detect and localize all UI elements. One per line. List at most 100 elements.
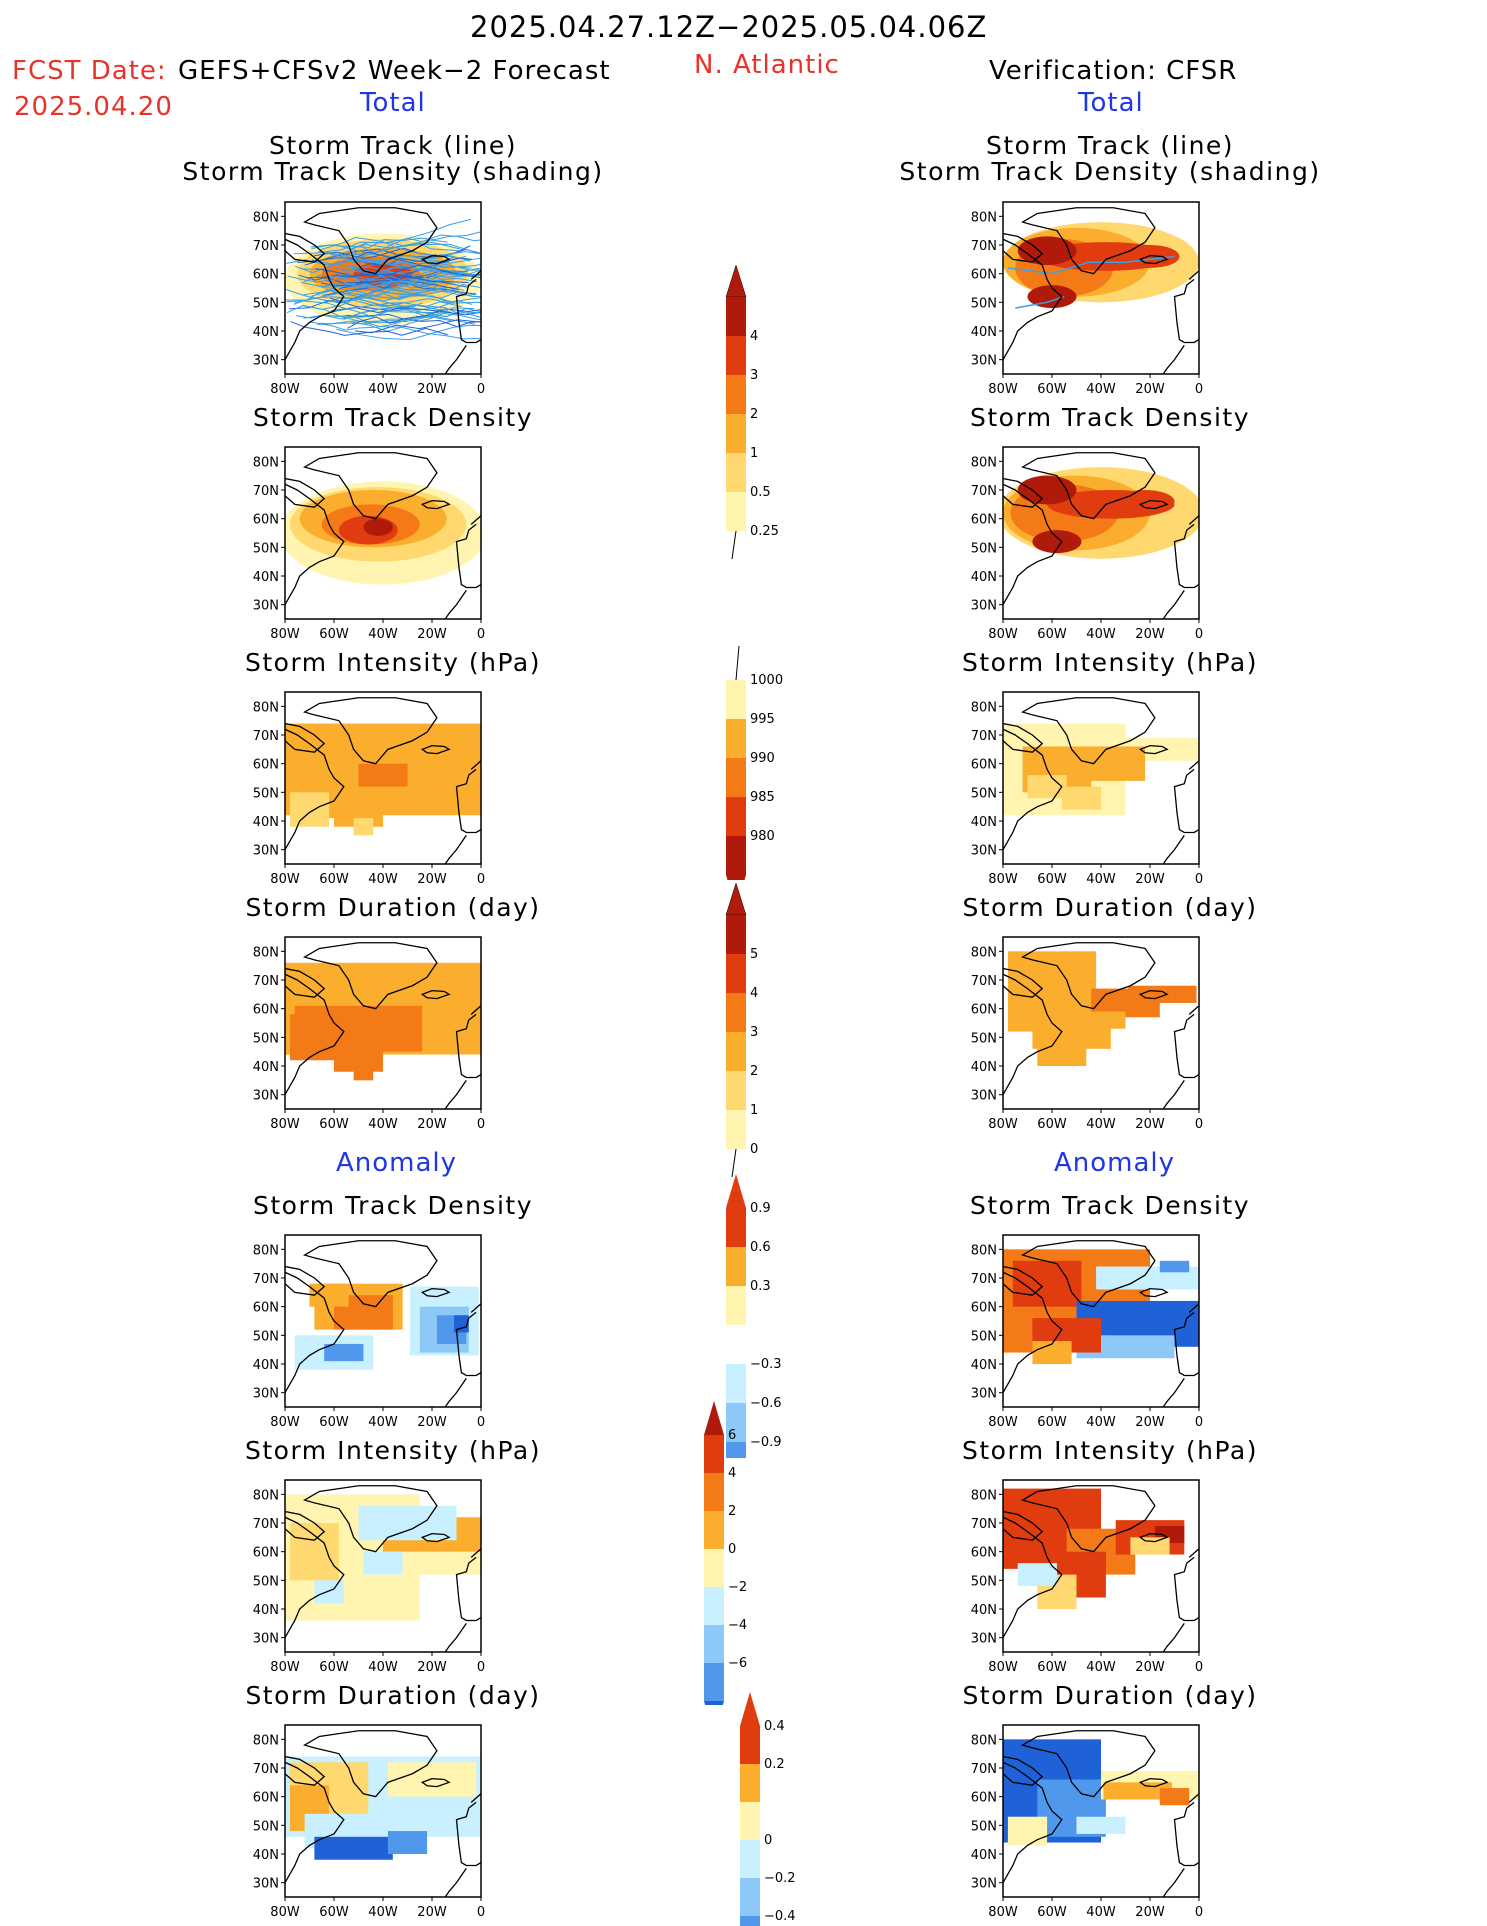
baffin-coast	[285, 232, 326, 263]
colorbar-anom-density: 0.9 0.6 0.3 −0.3 −0.6 −0.9	[726, 1174, 782, 1458]
north-america-coast	[1003, 728, 1063, 850]
lat-label: 50N	[253, 1329, 279, 1344]
colorbar-label: 6	[728, 1428, 736, 1443]
greenland-coast	[302, 942, 438, 1010]
norway-coast	[470, 1548, 481, 1558]
coastlines	[285, 452, 481, 619]
storm-track-line	[309, 316, 455, 331]
lat-label: 50N	[971, 1329, 997, 1344]
map-density-left: 80N 70N 60N 50N 40N 30N 80W 60W 40W 20W 0	[253, 446, 485, 642]
europe-coast	[455, 1311, 481, 1377]
coastlines	[1003, 697, 1199, 864]
lat-label: 80N	[971, 1488, 997, 1503]
lon-label: 0	[1195, 872, 1203, 887]
norway-coast	[1188, 1793, 1199, 1803]
norway-coast	[1188, 1548, 1199, 1558]
africa-coast	[444, 344, 467, 374]
baffin-coast	[1003, 967, 1044, 998]
lat-label: 30N	[253, 1089, 279, 1104]
storm-track-line	[295, 242, 461, 274]
lon-label: 80W	[270, 872, 300, 887]
lat-label: 60N	[971, 1791, 997, 1806]
africa-coast	[1162, 1079, 1185, 1109]
shade-cell	[1061, 786, 1101, 810]
lon-label: 60W	[1037, 872, 1067, 887]
shade-cell	[358, 763, 408, 787]
colorbar-track-density: 4 3 2 1 0.5 0.25	[725, 264, 779, 560]
lat-label: 60N	[971, 1301, 997, 1316]
shade-cell	[309, 1283, 349, 1307]
africa-coast	[1162, 1377, 1185, 1407]
colorbar-segment	[726, 1286, 746, 1325]
lon-label: 40W	[1086, 1117, 1116, 1132]
lon-label: 20W	[417, 872, 447, 887]
north-america-coast	[285, 973, 345, 1095]
lon-label: 40W	[368, 382, 398, 397]
europe-coast	[1173, 1556, 1199, 1622]
north-america-coast	[285, 483, 345, 605]
shading-field	[285, 962, 481, 1081]
shading-field	[1003, 1488, 1185, 1609]
baffin-coast	[285, 1755, 326, 1786]
panel-title-duration-right: Storm Duration (day)	[962, 893, 1258, 922]
colorbar-label: 0.9	[750, 1201, 771, 1216]
shade-cell	[454, 1315, 469, 1333]
colorbar-segment	[740, 1764, 760, 1802]
colorbar-bottom-arrow	[704, 1701, 724, 1705]
colorbar-label: 5	[750, 947, 758, 962]
shade-cell	[387, 1762, 477, 1797]
lat-label: 50N	[253, 1819, 279, 1834]
lon-label: 80W	[988, 382, 1018, 397]
lon-label: 80W	[270, 1415, 300, 1430]
lat-label: 30N	[971, 354, 997, 369]
coastlines	[285, 1485, 481, 1652]
panel-title-intensity-right: Storm Intensity (hPa)	[962, 648, 1258, 677]
colorbar-label: 0.2	[764, 1757, 785, 1772]
colorbar-segment	[726, 453, 746, 492]
colorbar-label: −6	[728, 1656, 747, 1671]
lon-label: 20W	[417, 382, 447, 397]
colorbar-top-arrow	[740, 1692, 760, 1726]
africa-coast	[1162, 1622, 1185, 1652]
colorbar-segment	[726, 1403, 746, 1442]
colorbar-label: 0	[728, 1542, 736, 1557]
panel-title-duration-left: Storm Duration (day)	[245, 893, 541, 922]
panel-title-anom-intensity-left: Storm Intensity (hPa)	[245, 1436, 541, 1465]
lat-label: 30N	[971, 599, 997, 614]
europe-coast	[455, 1013, 481, 1079]
storm-track-line	[335, 274, 477, 296]
lat-label: 50N	[253, 296, 279, 311]
iceland-coast	[420, 1287, 451, 1298]
colorbar-segment	[704, 1663, 724, 1701]
lat-label: 30N	[253, 1632, 279, 1647]
lat-label: 60N	[971, 513, 997, 528]
colorbar-label: 0.4	[764, 1719, 785, 1734]
shading-field	[1003, 1249, 1199, 1364]
norway-coast	[470, 1005, 481, 1015]
map-intensity-right: 80N 70N 60N 50N 40N 30N 80W 60W 40W 20W 0	[971, 691, 1203, 887]
lat-label: 30N	[253, 599, 279, 614]
lat-label: 60N	[971, 758, 997, 773]
colorbar-segment	[726, 1208, 746, 1247]
colorbar-segment	[740, 1802, 760, 1840]
lon-label: 80W	[988, 1117, 1018, 1132]
north-america-coast	[1003, 973, 1063, 1095]
lon-label: 60W	[1037, 1415, 1067, 1430]
storm-track-line	[318, 278, 478, 288]
lat-label: 50N	[253, 786, 279, 801]
lon-label: 80W	[988, 627, 1018, 642]
lat-label: 30N	[971, 1387, 997, 1402]
north-america-coast	[1003, 1516, 1063, 1638]
shade-cell	[1027, 775, 1067, 799]
shading-field	[285, 1756, 481, 1860]
lat-label: 80N	[971, 945, 997, 960]
map-density-right: 80N 70N 60N 50N 40N 30N 80W 60W 40W 20W 0	[971, 446, 1203, 642]
storm-track-line	[1015, 295, 1065, 309]
fcst-date-value: 2025.04.20	[14, 92, 173, 122]
storm-track-line	[311, 242, 458, 254]
baffin-coast	[285, 722, 326, 753]
lat-label: 40N	[253, 1848, 279, 1863]
norway-coast	[1188, 270, 1199, 280]
storm-track-line	[346, 313, 481, 328]
lat-label: 30N	[971, 844, 997, 859]
